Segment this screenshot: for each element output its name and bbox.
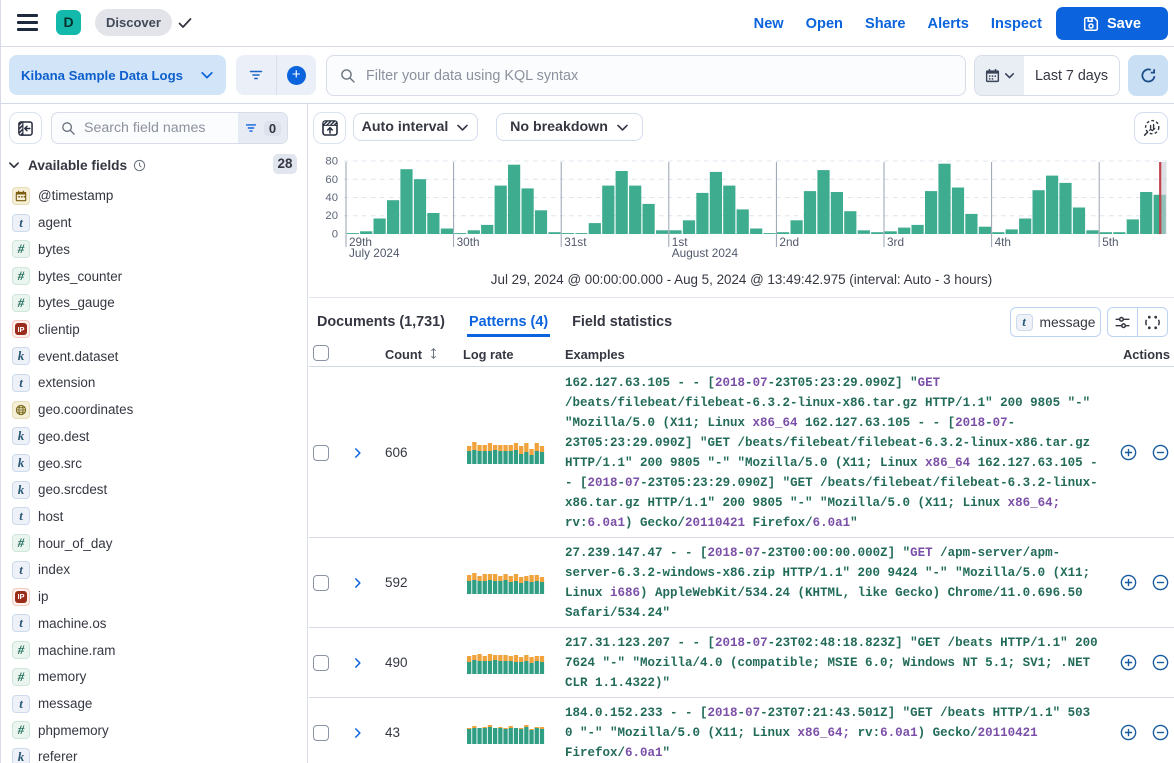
svg-text:29th: 29th bbox=[349, 235, 372, 249]
svg-text:August 2024: August 2024 bbox=[672, 246, 739, 260]
svg-text:1st: 1st bbox=[672, 235, 688, 249]
svg-text:July 2024: July 2024 bbox=[349, 246, 400, 260]
svg-text:3rd: 3rd bbox=[887, 235, 904, 249]
svg-text:40: 40 bbox=[325, 192, 338, 204]
svg-text:5th: 5th bbox=[1102, 235, 1118, 249]
svg-text:31st: 31st bbox=[564, 235, 587, 249]
svg-text:30th: 30th bbox=[457, 235, 480, 249]
svg-text:0: 0 bbox=[332, 229, 338, 241]
svg-text:20: 20 bbox=[325, 210, 338, 222]
svg-text:2nd: 2nd bbox=[779, 235, 799, 249]
svg-text:60: 60 bbox=[325, 174, 338, 186]
svg-text:4th: 4th bbox=[995, 235, 1011, 249]
svg-text:80: 80 bbox=[325, 156, 338, 168]
